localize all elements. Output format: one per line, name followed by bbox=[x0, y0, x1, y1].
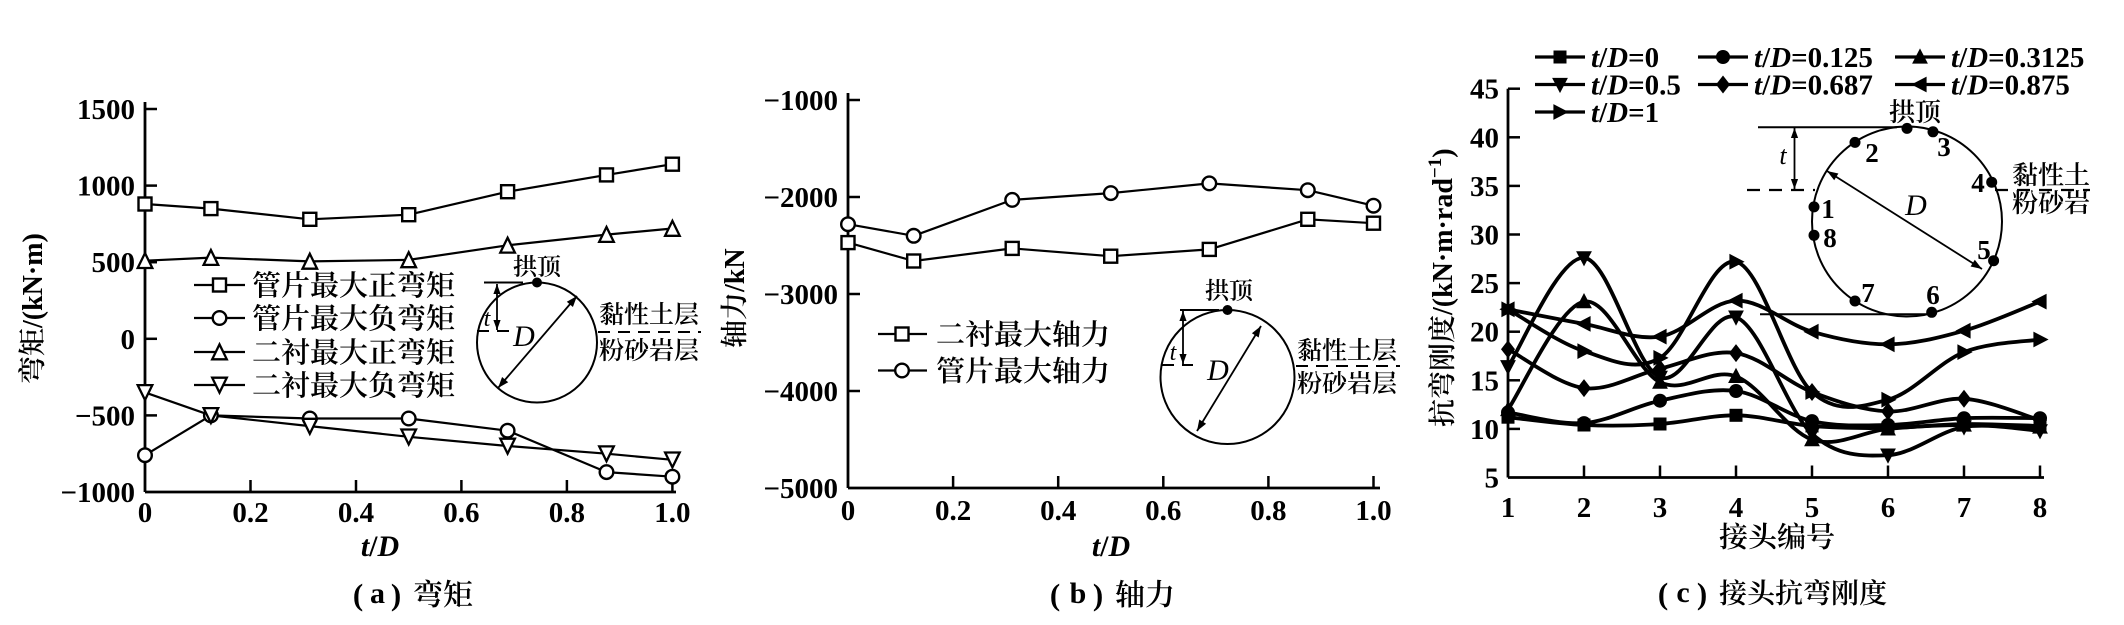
svg-text:0.8: 0.8 bbox=[1250, 495, 1286, 527]
svg-text:D: D bbox=[512, 320, 535, 353]
svg-text:8: 8 bbox=[2033, 492, 2048, 524]
svg-text:20: 20 bbox=[1470, 317, 1499, 349]
svg-text:3: 3 bbox=[1653, 492, 1668, 524]
svg-text:0.6: 0.6 bbox=[1145, 495, 1181, 527]
svg-text:1500: 1500 bbox=[77, 94, 135, 126]
svg-text:30: 30 bbox=[1470, 220, 1499, 252]
svg-text:15: 15 bbox=[1470, 365, 1499, 397]
svg-text:2: 2 bbox=[1865, 138, 1879, 168]
svg-text:−1000: −1000 bbox=[60, 477, 135, 509]
svg-text:): ) bbox=[1093, 577, 1103, 612]
svg-text:4: 4 bbox=[1971, 168, 1985, 198]
svg-text:35: 35 bbox=[1470, 171, 1499, 203]
svg-text:t: t bbox=[484, 306, 492, 332]
svg-text:0.2: 0.2 bbox=[935, 495, 971, 527]
svg-text:4: 4 bbox=[1729, 492, 1744, 524]
svg-text:D: D bbox=[1904, 189, 1927, 222]
svg-text:b: b bbox=[1070, 577, 1087, 610]
svg-text:7: 7 bbox=[1861, 278, 1875, 308]
svg-text:t/D: t/D bbox=[361, 530, 399, 563]
svg-text:5: 5 bbox=[1805, 492, 1820, 524]
svg-text:1: 1 bbox=[1821, 194, 1835, 224]
svg-text:t/D=0.687: t/D=0.687 bbox=[1754, 70, 1873, 102]
svg-text:1000: 1000 bbox=[77, 171, 135, 203]
svg-text:/(kN·m): /(kN·m) bbox=[18, 233, 49, 329]
svg-text:−5000: −5000 bbox=[763, 473, 838, 505]
svg-text:3: 3 bbox=[1937, 132, 1951, 162]
svg-text:500: 500 bbox=[92, 247, 136, 279]
svg-text:10: 10 bbox=[1470, 414, 1499, 446]
svg-text:0.2: 0.2 bbox=[232, 497, 268, 529]
svg-text:2: 2 bbox=[1577, 492, 1592, 524]
svg-text:D: D bbox=[1206, 354, 1229, 387]
svg-text:5: 5 bbox=[1485, 463, 1500, 495]
svg-text:0: 0 bbox=[841, 495, 856, 527]
svg-text:a: a bbox=[370, 577, 385, 610]
svg-text:25: 25 bbox=[1470, 268, 1499, 300]
svg-text:0.8: 0.8 bbox=[549, 497, 585, 529]
svg-text:0.4: 0.4 bbox=[338, 497, 374, 529]
svg-text:t/D: t/D bbox=[1092, 530, 1130, 563]
svg-text:(: ( bbox=[353, 577, 363, 612]
svg-text:(: ( bbox=[1658, 576, 1668, 611]
svg-text:5: 5 bbox=[1977, 235, 1991, 265]
svg-text:t/D=0.875: t/D=0.875 bbox=[1951, 70, 2070, 102]
svg-text:t: t bbox=[1170, 340, 1178, 366]
svg-text:45: 45 bbox=[1470, 74, 1499, 106]
svg-text:t/D=0.125: t/D=0.125 bbox=[1754, 42, 1873, 74]
svg-text:−500: −500 bbox=[75, 400, 135, 432]
svg-text:t/D=1: t/D=1 bbox=[1591, 97, 1659, 129]
svg-text:t/D=0.3125: t/D=0.3125 bbox=[1951, 42, 2084, 74]
svg-text:0.4: 0.4 bbox=[1040, 495, 1076, 527]
svg-text:/kN: /kN bbox=[720, 248, 751, 293]
svg-text:t/D=0.5: t/D=0.5 bbox=[1591, 70, 1681, 102]
svg-text:8: 8 bbox=[1823, 223, 1837, 253]
svg-text:t/D=0: t/D=0 bbox=[1591, 42, 1659, 74]
svg-text:6: 6 bbox=[1881, 492, 1896, 524]
svg-text:t: t bbox=[1779, 141, 1787, 170]
svg-text:7: 7 bbox=[1957, 492, 1972, 524]
svg-text:−2000: −2000 bbox=[763, 182, 838, 214]
svg-text:): ) bbox=[391, 577, 401, 612]
svg-text:−3000: −3000 bbox=[763, 279, 838, 311]
svg-text:40: 40 bbox=[1470, 122, 1499, 154]
svg-text:−4000: −4000 bbox=[763, 376, 838, 408]
svg-text:0: 0 bbox=[121, 324, 136, 356]
svg-text:−1000: −1000 bbox=[763, 85, 838, 117]
svg-text:c: c bbox=[1676, 576, 1689, 609]
svg-text:6: 6 bbox=[1926, 280, 1940, 310]
svg-text:): ) bbox=[1697, 576, 1707, 611]
svg-text:(: ( bbox=[1050, 577, 1060, 612]
svg-text:1.0: 1.0 bbox=[1355, 495, 1391, 527]
svg-text:0: 0 bbox=[138, 497, 153, 529]
svg-text:0.6: 0.6 bbox=[443, 497, 479, 529]
svg-text:1.0: 1.0 bbox=[654, 497, 690, 529]
svg-text:1: 1 bbox=[1501, 492, 1516, 524]
